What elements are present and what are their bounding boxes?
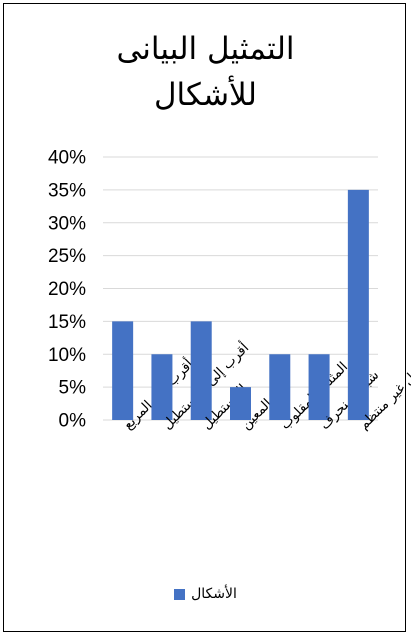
bar	[347, 189, 369, 420]
y-tick-label: 40%	[48, 148, 86, 169]
y-tick-label: 20%	[48, 279, 86, 300]
y-tick-label: 35%	[48, 180, 86, 201]
y-tick-label: 15%	[48, 312, 86, 333]
y-tick-label: 10%	[48, 345, 86, 366]
legend-swatch	[174, 588, 186, 600]
bar	[269, 354, 291, 420]
chart-title-line-1: التمثيل البيانى	[116, 31, 295, 67]
y-tick-label: 30%	[48, 213, 86, 234]
y-tick-label: 0%	[59, 411, 87, 432]
bar	[112, 321, 134, 420]
bar	[151, 354, 173, 420]
bar	[308, 354, 330, 420]
chart-frame	[3, 3, 406, 632]
bar	[230, 387, 251, 420]
legend: الأشكال	[0, 586, 411, 602]
legend-label: الأشكال	[191, 586, 237, 602]
y-tick-label: 25%	[48, 246, 86, 267]
chart-title: التمثيل البيانى للأشكال	[0, 26, 411, 118]
chart-title-line-2: للأشكال	[153, 77, 257, 113]
bar	[190, 321, 212, 420]
y-tick-label: 5%	[59, 378, 87, 399]
